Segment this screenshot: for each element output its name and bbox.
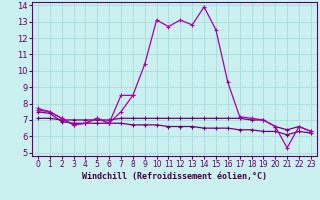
- X-axis label: Windchill (Refroidissement éolien,°C): Windchill (Refroidissement éolien,°C): [82, 172, 267, 181]
